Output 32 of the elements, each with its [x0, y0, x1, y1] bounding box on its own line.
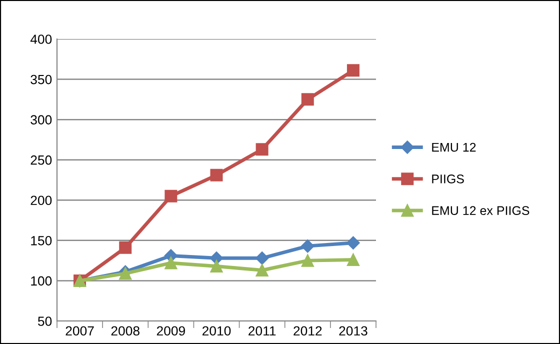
x-tick-label: 2013	[339, 326, 368, 336]
point	[346, 64, 360, 77]
y-tick-label: 100	[31, 276, 52, 286]
y-tick-label: 50	[38, 316, 52, 326]
legend-label: EMU 12	[432, 142, 476, 152]
point	[210, 168, 223, 182]
point	[301, 239, 314, 253]
legend-label: PIIGS	[432, 174, 464, 184]
point	[255, 252, 269, 265]
y-tick-label: 400	[30, 34, 52, 44]
x-tick-label: 2007	[66, 326, 94, 336]
x-tick-label: 2008	[111, 326, 140, 336]
point	[346, 236, 360, 250]
y-tick-label: 200	[30, 196, 52, 206]
point	[164, 190, 178, 202]
x-tick-label: 2010	[202, 326, 231, 336]
legend-label: EMU 12 ex PIIGS	[432, 206, 530, 216]
point	[256, 264, 268, 276]
point	[256, 143, 268, 156]
point	[301, 254, 314, 267]
point	[210, 260, 223, 272]
y-tick-label: 350	[30, 74, 52, 84]
y-tick-label: 150	[31, 236, 52, 246]
y-tick-label: 300	[30, 115, 52, 124]
x-tick-label: 2011	[248, 326, 276, 336]
x-tick-label: 2009	[156, 326, 185, 336]
x-tick-label: 2012	[294, 326, 322, 336]
y-tick-label: 250	[30, 155, 52, 165]
point	[164, 256, 178, 270]
point	[346, 254, 360, 266]
point	[301, 93, 314, 106]
point	[119, 241, 132, 254]
